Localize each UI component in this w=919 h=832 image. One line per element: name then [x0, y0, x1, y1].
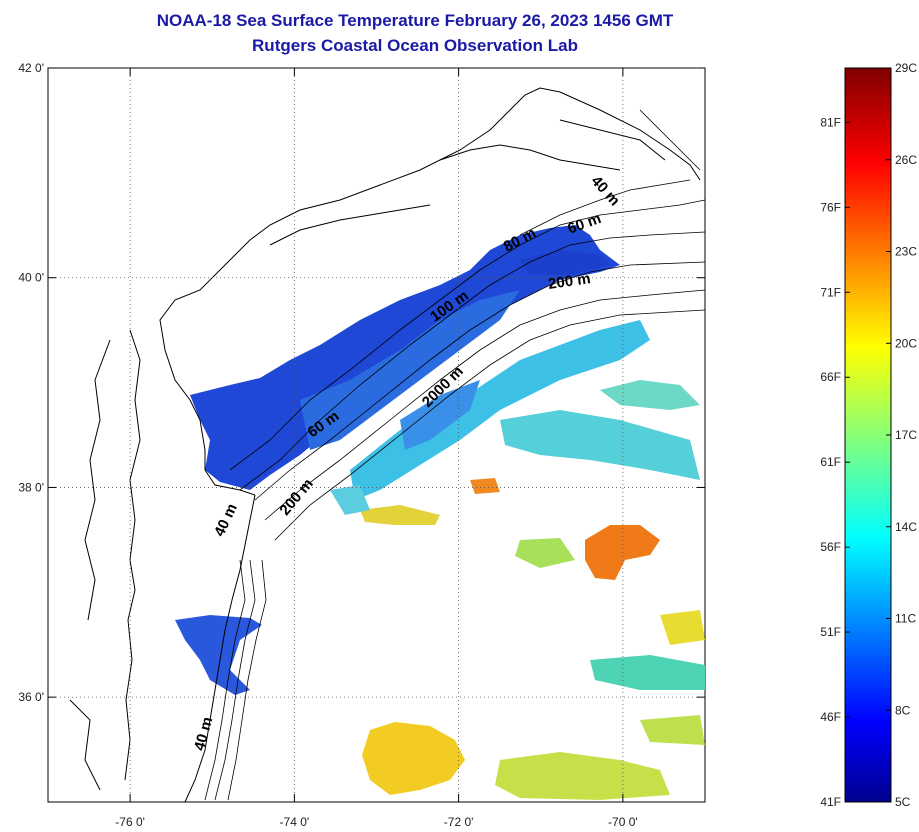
- sst-cold-shelf: [175, 225, 620, 695]
- lat-tick-label: 36 0': [18, 690, 44, 704]
- colorbar-c-label: 11C: [895, 612, 916, 626]
- contour-label: 200 m: [547, 270, 591, 293]
- colorbar-c-label: 26C: [895, 153, 917, 167]
- lon-tick-label: -76 0': [115, 815, 145, 829]
- longitude-ticks: -76 0' -74 0' -72 0' -70 0': [115, 68, 638, 829]
- colorbar-fahrenheit-ticks: 81F 76F 71F 66F 61F 56F 51F 46F 41F: [820, 115, 850, 809]
- colorbar-f-label: 61F: [820, 455, 841, 469]
- colorbar: 29C 26C 23C 20C 17C 14C 11C 8C 5C 81F 76F 71F 66F 61…: [820, 61, 917, 809]
- lat-tick-label: 38 0': [18, 480, 44, 494]
- bathymetry-contours: [204, 109, 705, 801]
- colorbar-c-label: 8C: [895, 703, 911, 717]
- colorbar-c-label: 14C: [895, 520, 917, 534]
- colorbar-f-label: 46F: [820, 710, 841, 724]
- colorbar-c-label: 5C: [895, 795, 911, 809]
- colorbar-c-label: 23C: [895, 245, 917, 259]
- colorbar-f-label: 51F: [820, 625, 841, 639]
- graticule: [48, 68, 705, 802]
- colorbar-f-label: 81F: [820, 115, 841, 129]
- colorbar-f-label: 66F: [820, 370, 841, 384]
- sst-mid-band: [330, 320, 700, 515]
- colorbar-f-label: 76F: [820, 200, 841, 214]
- colorbar-celsius-ticks: 29C 26C 23C 20C 17C 14C 11C 8C 5C: [886, 61, 917, 809]
- colorbar-f-label: 41F: [820, 795, 841, 809]
- lat-tick-label: 42 0': [18, 61, 44, 75]
- lon-tick-label: -72 0': [444, 815, 474, 829]
- colorbar-gradient: [844, 67, 892, 803]
- latitude-ticks: 42 0' 40 0' 38 0' 36 0': [18, 61, 705, 704]
- map-subtitle: Rutgers Coastal Ocean Observation Lab: [252, 36, 578, 55]
- map-title: NOAA-18 Sea Surface Temperature February…: [156, 11, 674, 30]
- colorbar-f-label: 71F: [820, 285, 841, 299]
- colorbar-c-label: 29C: [895, 61, 917, 75]
- lon-tick-label: -74 0': [280, 815, 310, 829]
- map-layers: [48, 68, 705, 802]
- colorbar-c-label: 17C: [895, 428, 917, 442]
- lat-tick-label: 40 0': [18, 271, 44, 285]
- colorbar-f-label: 56F: [820, 540, 841, 554]
- lon-tick-label: -70 0': [608, 815, 638, 829]
- colorbar-c-label: 20C: [895, 336, 917, 350]
